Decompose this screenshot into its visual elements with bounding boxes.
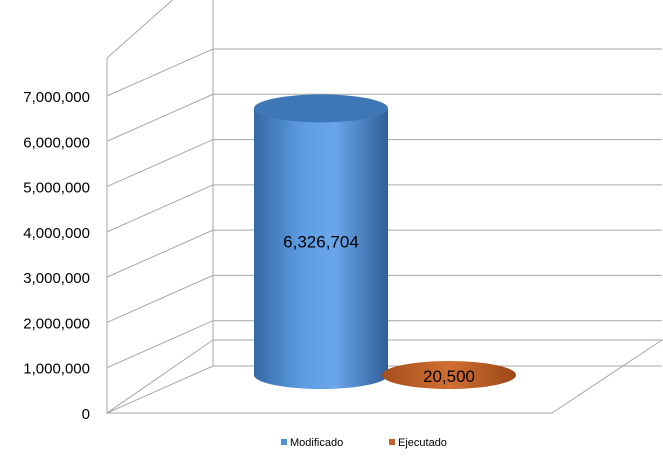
y-axis-ticks: 0 1,000,000 2,000,000 3,000,000 4,000,000 5,0… bbox=[23, 89, 90, 423]
cylinder-top bbox=[254, 94, 388, 123]
chart-bars bbox=[254, 94, 516, 389]
data-label: 6,326,704 bbox=[283, 233, 359, 252]
hidden-helper bbox=[107, 0, 213, 96]
y-tick-label: 0 bbox=[82, 406, 90, 423]
data-label: 20,500 bbox=[423, 367, 475, 386]
cylinder-top bbox=[382, 361, 516, 389]
legend-swatch bbox=[281, 439, 287, 445]
legend-swatch bbox=[389, 439, 395, 445]
chart-walls bbox=[105, 0, 663, 414]
y-tick-label: 6,000,000 bbox=[23, 134, 90, 151]
legend-item: Modificado bbox=[281, 437, 343, 449]
cylinder-body bbox=[254, 108, 388, 389]
y-tick-label: 1,000,000 bbox=[23, 361, 90, 378]
y-tick-label: 7,000,000 bbox=[23, 89, 90, 106]
legend-label: Modificado bbox=[290, 437, 343, 449]
bar-ejecutado bbox=[382, 361, 516, 389]
legend-label: Ejecutado bbox=[398, 437, 447, 449]
gridline bbox=[106, 48, 662, 97]
y-tick-label: 2,000,000 bbox=[23, 315, 90, 332]
legend: Modificado Ejecutado bbox=[281, 437, 447, 449]
legend-item: Ejecutado bbox=[389, 437, 447, 449]
chart-floor bbox=[105, 339, 663, 414]
gridline bbox=[106, 0, 174, 59]
y-tick-label: 4,000,000 bbox=[23, 225, 90, 242]
data-labels: 6,326,704 20,500 bbox=[283, 233, 475, 386]
bar-modificado bbox=[254, 94, 388, 389]
y-tick-label: 3,000,000 bbox=[23, 270, 90, 287]
y-tick-label: 5,000,000 bbox=[23, 180, 90, 197]
